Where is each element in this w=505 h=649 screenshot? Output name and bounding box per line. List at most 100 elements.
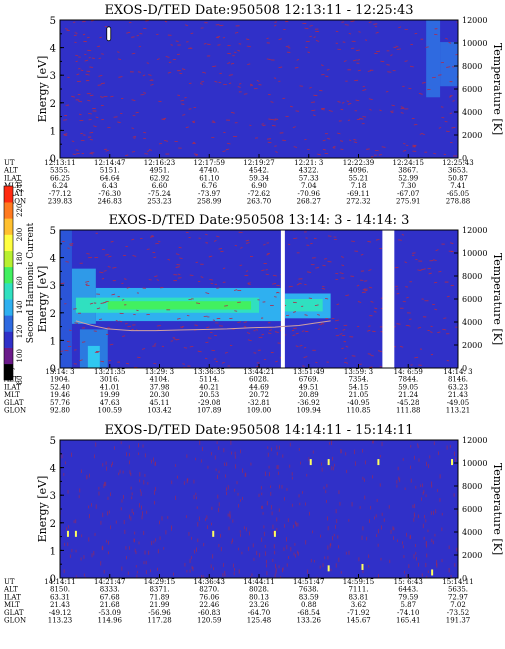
eph-cell: 21.68 bbox=[100, 601, 120, 609]
noise-dash bbox=[79, 359, 83, 362]
noise-dash bbox=[105, 149, 109, 152]
eph-cell: -71.92 bbox=[347, 609, 369, 617]
noise-dash bbox=[132, 114, 136, 117]
noise-dash bbox=[74, 322, 79, 324]
noise-dash bbox=[321, 287, 326, 290]
noise-dash bbox=[268, 118, 272, 120]
eph-cell: 14:29:15 bbox=[144, 578, 175, 586]
eph-cell: 22.46 bbox=[199, 601, 220, 609]
eph-cell: 6769. bbox=[299, 376, 319, 384]
eph-cell: 4322. bbox=[299, 167, 319, 175]
eph-cell: -69.11 bbox=[347, 190, 369, 198]
noise-dash bbox=[325, 297, 329, 300]
noise-dash bbox=[230, 111, 235, 114]
temperature-trace bbox=[75, 320, 331, 332]
eph-cell: 4096. bbox=[348, 167, 368, 175]
eph-cell: -32.81 bbox=[248, 399, 270, 407]
noise-dash bbox=[375, 239, 380, 241]
y-axis-label: Energy [eV] bbox=[36, 476, 49, 543]
noise-dash bbox=[293, 311, 296, 313]
noise-dash bbox=[275, 151, 278, 153]
eph-cell: 83.59 bbox=[299, 593, 319, 601]
eph-cell: -49.12 bbox=[49, 609, 71, 617]
noise-dash bbox=[355, 99, 360, 102]
eph-cell: 110.85 bbox=[346, 407, 371, 415]
eph-cell: -36.92 bbox=[298, 399, 320, 407]
noise-dash bbox=[272, 283, 277, 285]
noise-dash bbox=[60, 350, 64, 352]
eph-cell: 19.46 bbox=[50, 391, 71, 399]
noise-dash bbox=[335, 272, 339, 275]
noise-dash bbox=[451, 126, 456, 129]
eph-cell: 165.41 bbox=[396, 617, 421, 625]
y-tick-label: 3 bbox=[50, 71, 56, 82]
noise-dash bbox=[367, 353, 372, 355]
noise-dash bbox=[263, 358, 267, 361]
eph-cell: 15: 6:43 bbox=[394, 578, 423, 586]
colorbar-tick-label: 220 bbox=[16, 204, 24, 217]
noise-dash bbox=[448, 42, 452, 44]
eph-cell: 12:21: 3 bbox=[294, 159, 323, 167]
bright-spot bbox=[66, 530, 69, 537]
eph-cell: -74.10 bbox=[397, 609, 419, 617]
eph-cell: 107.89 bbox=[197, 407, 222, 415]
noise-dash bbox=[206, 326, 210, 329]
noise-dash bbox=[361, 291, 366, 293]
eph-cell: 12:16:23 bbox=[144, 159, 175, 167]
plot-area bbox=[60, 440, 458, 578]
noise-dash bbox=[368, 286, 373, 289]
eph-cell: 117.28 bbox=[147, 617, 172, 625]
noise-dash bbox=[287, 46, 291, 49]
eph-cell: 72.97 bbox=[448, 593, 468, 601]
noise-dash bbox=[320, 64, 324, 66]
eph-cell: 12:17:59 bbox=[194, 159, 225, 167]
noise-dash bbox=[315, 267, 319, 269]
colorbar-segment bbox=[4, 315, 13, 332]
noise-dash bbox=[234, 244, 238, 247]
noise-dash bbox=[400, 106, 404, 108]
noise-dash bbox=[222, 150, 226, 152]
noise-dash bbox=[422, 133, 425, 136]
eph-cell: -73.52 bbox=[447, 609, 469, 617]
noise-dash bbox=[343, 60, 347, 62]
noise-dash bbox=[150, 236, 155, 238]
noise-dash bbox=[367, 329, 371, 332]
noise-dash bbox=[110, 241, 114, 243]
y-tick-label: 2 bbox=[50, 519, 56, 530]
noise-dash bbox=[344, 361, 349, 364]
eph-cell: 7.30 bbox=[400, 182, 416, 190]
y-tick-label: 4 bbox=[50, 44, 56, 55]
eph-cell: 6028. bbox=[249, 376, 269, 384]
data-gap-0 bbox=[280, 230, 285, 368]
noise-dash bbox=[226, 142, 231, 145]
eph-cell: 246.83 bbox=[98, 198, 123, 206]
noise-texture bbox=[63, 20, 458, 158]
noise-dash bbox=[136, 309, 139, 312]
eph-cell: 5.87 bbox=[400, 601, 416, 609]
eph-row-label: MLT bbox=[4, 601, 20, 609]
noise-dash bbox=[266, 37, 269, 40]
noise-dash bbox=[127, 325, 132, 328]
y2-tick-label: 10000 bbox=[462, 39, 487, 48]
noise-dash bbox=[295, 345, 299, 348]
noise-dash bbox=[267, 141, 272, 144]
noise-dash bbox=[433, 259, 437, 261]
noise-dash bbox=[322, 264, 326, 267]
noise-dash bbox=[345, 294, 350, 297]
noise-dash bbox=[64, 349, 69, 352]
eph-cell: 125.48 bbox=[247, 617, 272, 625]
noise-dash bbox=[97, 45, 101, 48]
bright-spot bbox=[377, 459, 380, 466]
noise-dash bbox=[225, 148, 230, 151]
eph-cell: -76.30 bbox=[99, 190, 121, 198]
noise-dash bbox=[185, 24, 189, 27]
noise-dash bbox=[276, 284, 280, 287]
noise-dash bbox=[404, 261, 407, 263]
noise-dash bbox=[309, 87, 312, 89]
noise-dash bbox=[267, 332, 272, 334]
noise-dash bbox=[97, 84, 102, 86]
noise-dash bbox=[274, 296, 277, 298]
noise-dash bbox=[265, 273, 269, 276]
eph-cell: 14: 6:59 bbox=[394, 368, 423, 376]
noise-dash bbox=[158, 142, 163, 145]
